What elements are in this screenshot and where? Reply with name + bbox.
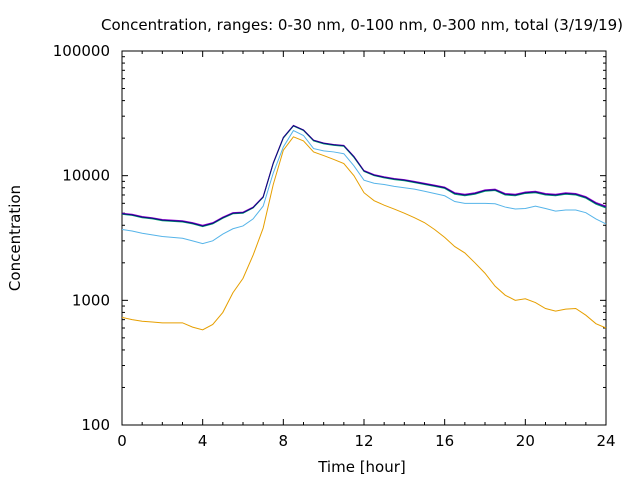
y-tick-label: 100	[81, 416, 110, 434]
y-tick-label: 10000	[62, 167, 110, 185]
x-tick-label: 24	[596, 432, 615, 450]
x-axis-label: Time [hour]	[317, 458, 406, 476]
y-axis-label: Concentration	[6, 185, 24, 291]
x-tick-label: 8	[279, 432, 289, 450]
x-tick-label: 4	[198, 432, 208, 450]
series-line-4	[121, 124, 607, 226]
y-tick-label: 1000	[72, 291, 110, 309]
ticks: 0 4 8 12 16 20 24 100 1000 10000 100000	[53, 42, 616, 450]
x-tick-label: 16	[435, 432, 454, 450]
x-tick-label: 0	[117, 432, 127, 450]
x-tick-label: 12	[354, 432, 373, 450]
series-group	[121, 124, 607, 331]
series-line-3	[121, 125, 607, 228]
series-line-5	[121, 125, 607, 227]
y-tick-label: 100000	[53, 42, 110, 60]
x-tick-label: 20	[516, 432, 535, 450]
series-line-2	[121, 129, 607, 245]
plot-frame	[121, 50, 607, 426]
series-line-1	[121, 136, 607, 331]
chart-title: Concentration, ranges: 0-30 nm, 0-100 nm…	[101, 16, 623, 34]
